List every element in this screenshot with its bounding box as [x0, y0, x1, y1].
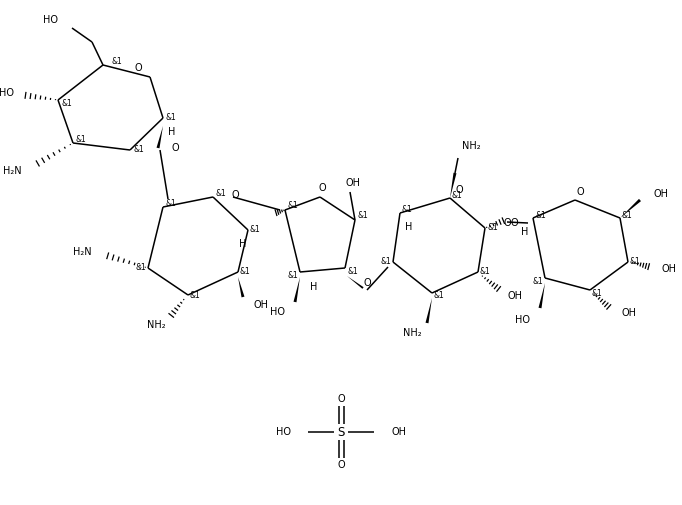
Text: &1: &1 [532, 277, 543, 285]
Polygon shape [347, 276, 364, 289]
Text: H: H [239, 239, 246, 249]
Text: &1: &1 [347, 267, 358, 276]
Text: HO: HO [515, 315, 530, 325]
Text: &1: &1 [133, 145, 144, 155]
Text: &1: &1 [592, 288, 603, 297]
Text: O: O [231, 190, 239, 200]
Polygon shape [539, 283, 545, 308]
Polygon shape [426, 298, 432, 323]
Text: H: H [520, 227, 528, 237]
Text: O: O [576, 187, 584, 197]
Text: O: O [134, 63, 142, 73]
Text: HO: HO [0, 88, 14, 98]
Text: H: H [310, 282, 317, 292]
Text: OH: OH [661, 264, 676, 274]
Text: OH: OH [622, 308, 637, 318]
Polygon shape [157, 126, 163, 148]
Text: HO: HO [276, 427, 291, 437]
Text: NH₂: NH₂ [462, 141, 481, 151]
Text: O: O [337, 394, 345, 404]
Text: NH₂: NH₂ [147, 320, 166, 330]
Polygon shape [293, 277, 300, 302]
Text: HO: HO [43, 15, 58, 25]
Text: O: O [171, 143, 179, 153]
Text: O: O [337, 460, 345, 470]
Text: &1: &1 [630, 258, 641, 267]
Text: S: S [338, 426, 344, 438]
Text: O: O [363, 278, 370, 288]
Text: &1: &1 [622, 211, 633, 220]
Text: OH: OH [391, 427, 406, 437]
Text: &1: &1 [75, 134, 86, 143]
Text: H: H [168, 127, 175, 137]
Text: O: O [503, 218, 511, 228]
Text: &1: &1 [166, 114, 177, 123]
Text: O: O [455, 185, 462, 195]
Text: OH: OH [346, 178, 361, 188]
Text: &1: &1 [287, 201, 298, 211]
Text: O: O [318, 183, 326, 193]
Text: OH: OH [653, 189, 668, 199]
Text: &1: &1 [165, 198, 176, 208]
Text: &1: &1 [215, 188, 226, 197]
Text: &1: &1 [434, 291, 445, 300]
Text: &1: &1 [402, 206, 413, 215]
Text: &1: &1 [357, 212, 368, 221]
Text: &1: &1 [452, 190, 463, 199]
Text: &1: &1 [487, 224, 498, 232]
Text: &1: &1 [381, 258, 391, 267]
Text: &1: &1 [240, 268, 251, 277]
Text: &1: &1 [250, 226, 261, 234]
Text: HO: HO [270, 307, 285, 317]
Text: OH: OH [508, 291, 523, 301]
Text: &1: &1 [535, 211, 546, 220]
Text: &1: &1 [190, 290, 201, 299]
Text: O: O [510, 218, 518, 228]
Polygon shape [620, 199, 641, 218]
Polygon shape [238, 277, 244, 297]
Text: &1: &1 [111, 57, 122, 66]
Polygon shape [450, 173, 456, 198]
Text: &1: &1 [480, 268, 491, 277]
Text: OH: OH [253, 300, 268, 310]
Text: &1: &1 [135, 264, 146, 273]
Text: H₂N: H₂N [3, 166, 22, 176]
Text: NH₂: NH₂ [403, 328, 422, 338]
Text: &1: &1 [287, 271, 298, 279]
Text: &1: &1 [61, 99, 72, 109]
Text: H₂N: H₂N [74, 247, 92, 257]
Text: H: H [405, 222, 413, 232]
